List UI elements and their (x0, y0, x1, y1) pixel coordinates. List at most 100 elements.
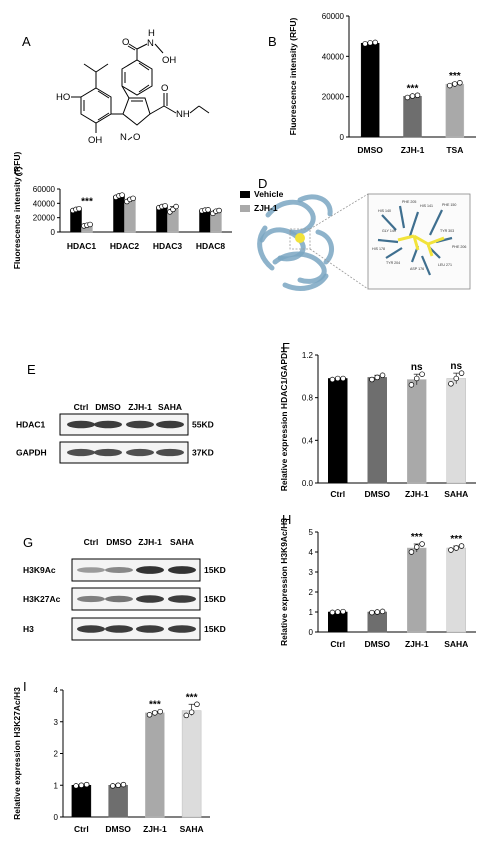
data-point (374, 609, 381, 615)
y-tick-label: 20000 (33, 214, 56, 223)
significance-marker: *** (186, 692, 198, 703)
data-point (329, 609, 336, 616)
chemical-structure-zjh1 (71, 43, 210, 133)
data-point (73, 783, 79, 789)
data-point (362, 41, 368, 47)
data-point (205, 207, 211, 213)
residue-label: PHE 150 (442, 203, 456, 207)
bar-saha (446, 378, 466, 484)
data-point (76, 205, 82, 212)
blot-band (126, 420, 154, 429)
residue-stick (420, 255, 432, 276)
bar-hdac3-vehicle (156, 206, 168, 233)
y-tick-label: 40000 (33, 199, 56, 208)
size-label: 15KD (204, 565, 226, 575)
category-label: DMSO (365, 489, 391, 499)
residue-label: ASP 176 (410, 267, 424, 271)
y-axis-label: Relative expression H3K27Ac/H3 (12, 687, 22, 820)
bar-zjh-1 (403, 96, 422, 138)
chart-i: 0 1 2 3 4 Relative expression H3K27Ac/H3 Ctrl D… (12, 686, 210, 834)
y-tick-label: 2 (309, 588, 314, 597)
western-blot-e: Ctrl DMSO ZJH-1 SAHA HDAC1 55KD GAPDH 37KD (16, 402, 214, 464)
data-point (374, 374, 381, 381)
data-point (458, 543, 465, 549)
atom-o-ring: O (133, 132, 140, 143)
data-point (83, 781, 90, 788)
data-point (162, 203, 168, 209)
ligand-stick (426, 243, 434, 257)
bar-ctrl (328, 611, 348, 633)
data-point (157, 708, 163, 715)
y-tick-label: 3 (54, 718, 59, 727)
data-point (419, 371, 425, 377)
blot-band (105, 625, 133, 633)
bar-dmso (108, 785, 128, 818)
residue-stick (377, 238, 399, 244)
bar-tsa (445, 83, 465, 138)
atom-oh-bottom: OH (88, 135, 102, 146)
lane-label: Ctrl (74, 402, 89, 412)
bar-dmso (360, 42, 380, 138)
size-label: 15KD (204, 594, 226, 604)
panel-label-b: B (268, 34, 277, 49)
protein-helix (282, 273, 329, 291)
bar-dmso (367, 377, 387, 484)
y-tick-label: 1.2 (302, 351, 314, 360)
category-label: Ctrl (330, 639, 345, 649)
category-label: HDAC2 (110, 241, 140, 251)
ligand-stick (427, 236, 445, 246)
residue-label: TYR 303 (440, 229, 454, 233)
data-point (183, 712, 190, 719)
data-point (372, 39, 378, 46)
category-label: ZJH-1 (405, 489, 429, 499)
y-tick-label: 0 (51, 228, 56, 237)
panel-label-d: D (258, 176, 267, 191)
residue-stick (408, 211, 420, 237)
y-tick-label: 3 (309, 568, 314, 577)
docking-visualization: HIS 140 PHE 205 HIS 141 PHE 150 GLY 149 TYR 3… (257, 193, 471, 291)
blot-band (94, 448, 122, 457)
legend-swatch (240, 191, 250, 198)
data-point (120, 781, 127, 788)
data-point (78, 782, 85, 788)
atom-n-ring: N (120, 132, 127, 143)
significance-marker: *** (411, 532, 423, 543)
lane-label: Ctrl (84, 537, 99, 547)
residue-stick (381, 214, 397, 231)
western-blot-g: Ctrl DMSO ZJH-1 SAHA H3K9Ac 15KD H3K27Ac 15KD H3… (23, 537, 226, 641)
residue-label: TYR 204 (386, 261, 400, 265)
blot-band (105, 567, 133, 573)
protein-helix (272, 251, 327, 284)
y-tick-label: 4 (309, 548, 314, 557)
y-tick-label: 1 (54, 781, 59, 790)
significance-marker: ns (450, 361, 462, 372)
residue-label: HIS 178 (372, 247, 385, 251)
lane-label: DMSO (95, 402, 121, 412)
blot-band (136, 625, 164, 633)
data-point (404, 94, 411, 101)
category-label: DMSO (365, 639, 391, 649)
data-point (457, 80, 463, 86)
data-point (216, 207, 222, 214)
bar-zjh-1 (145, 712, 165, 818)
blot-band (77, 625, 105, 633)
data-point (146, 712, 153, 718)
protein-label: H3K27Ac (23, 594, 61, 604)
y-axis-label: Fluorescence intensity (RFU) (12, 152, 22, 270)
data-point (458, 370, 465, 376)
data-point (152, 710, 158, 716)
category-label: TSA (446, 145, 463, 155)
chart-f: 0.0 0.4 0.8 1.2 Relative expression HDAC1/GA… (279, 347, 476, 499)
bar-hdac2-vehicle (113, 195, 125, 233)
data-point (335, 609, 341, 615)
category-label: DMSO (105, 824, 131, 834)
blot-band (67, 420, 95, 429)
data-point (173, 203, 179, 210)
category-label: SAHA (444, 489, 468, 499)
category-label: HDAC1 (67, 241, 97, 251)
significance-marker: *** (407, 83, 419, 94)
blot-band (156, 420, 184, 429)
bar-hdac2-zjh-1 (124, 199, 136, 233)
blot-strip (59, 441, 189, 464)
